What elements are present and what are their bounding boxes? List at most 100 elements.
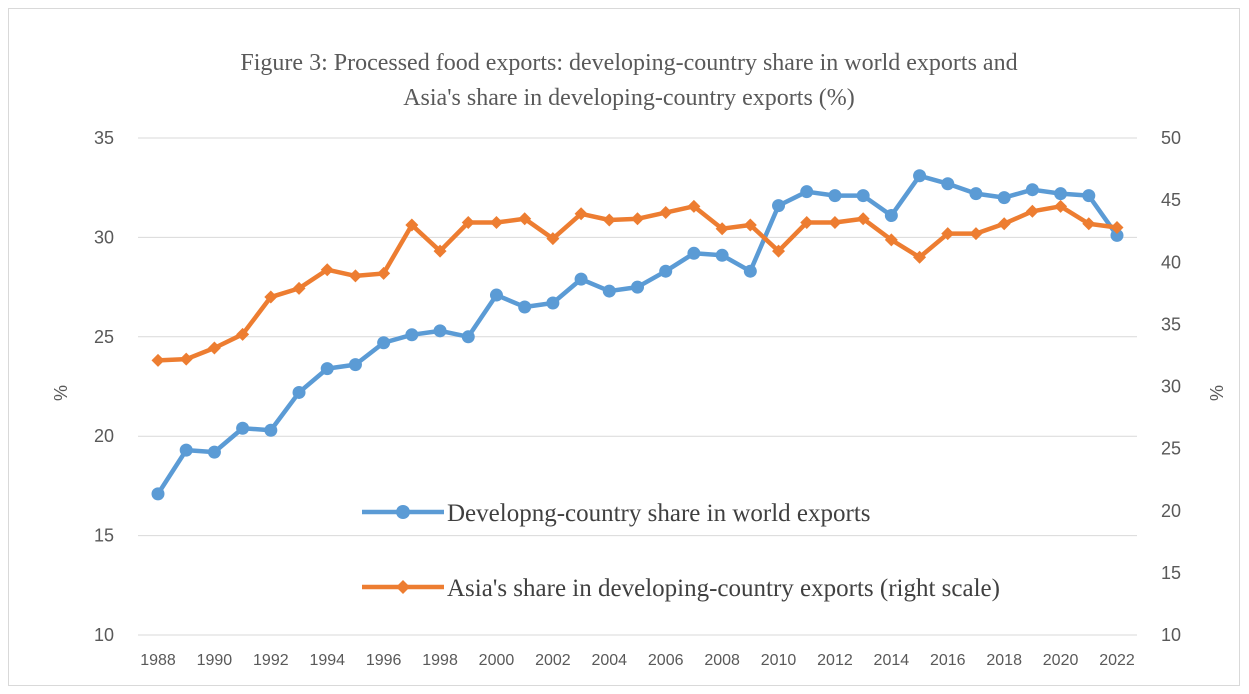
legend-label: Developng-country share in world exports	[447, 500, 871, 527]
asia-share-point	[941, 227, 955, 241]
x-tick-label: 1988	[140, 652, 176, 669]
y-tick-label: 10	[94, 625, 114, 645]
developing-share-point	[1082, 189, 1096, 203]
x-tick-label: 2004	[591, 652, 627, 669]
asia-share-point	[828, 215, 842, 229]
y2-tick-label: 40	[1161, 252, 1181, 272]
developing-share-point	[631, 280, 644, 294]
developing-share-point	[969, 187, 983, 201]
developing-share-point	[546, 296, 560, 310]
left-axis-label: %	[51, 385, 71, 401]
developing-share-point	[913, 169, 927, 183]
x-tick-label: 1994	[309, 652, 345, 669]
asia-share-point	[377, 266, 391, 280]
line-chart: Figure 3: Processed food exports: develo…	[51, 50, 1227, 669]
x-tick-label: 2020	[1043, 652, 1079, 669]
chart-title-line-1: Figure 3: Processed food exports: develo…	[240, 50, 1017, 76]
legend-item-asia: Asia's share in developing-country expor…	[362, 575, 1000, 602]
developing-share-point	[348, 358, 362, 372]
asia-share-point	[207, 341, 221, 355]
x-axis-ticks: 1988 1990 1992 1994 1996 1998 2000 2002 2004 2006…	[140, 652, 1135, 669]
y-tick-label: 35	[94, 128, 114, 148]
developing-share-point	[292, 385, 306, 399]
asia-share-point	[631, 212, 644, 226]
asia-share-point	[1025, 204, 1039, 218]
x-tick-label: 1990	[197, 652, 233, 669]
legend-marker	[396, 580, 410, 594]
asia-share-point	[687, 199, 701, 213]
developing-share-point	[715, 248, 729, 262]
left-axis-ticks: 10 15 20 25 30 35	[94, 128, 114, 645]
right-axis-label: %	[1207, 385, 1227, 401]
asia-share-point	[179, 352, 193, 366]
asia-share-point	[913, 250, 927, 264]
developing-share-point	[207, 445, 221, 459]
asia-share-point	[1082, 217, 1096, 231]
developing-share-point	[1025, 183, 1039, 197]
developing-share-point	[518, 300, 532, 314]
legend-marker	[396, 505, 410, 519]
x-tick-label: 1998	[422, 652, 458, 669]
asia-share-point	[518, 212, 532, 226]
asia-share-point	[461, 215, 475, 229]
asia-share-point	[348, 269, 362, 283]
asia-share-point	[969, 227, 983, 241]
x-tick-label: 2016	[930, 652, 966, 669]
x-tick-label: 2012	[817, 652, 853, 669]
x-tick-label: 2002	[535, 652, 571, 669]
developing-share-point	[405, 328, 419, 342]
legend: Developng-country share in world exports…	[362, 500, 1000, 602]
developing-share-point	[800, 185, 814, 199]
asia-share-point	[292, 281, 306, 295]
developing-share-point	[377, 336, 391, 350]
developing-share-point	[264, 423, 278, 437]
asia-share-point	[800, 215, 814, 229]
developing-share-point	[179, 443, 193, 457]
developing-share-point	[772, 199, 786, 213]
asia-share-point	[151, 353, 165, 367]
developing-share-point	[236, 421, 250, 435]
developing-share-point	[941, 177, 955, 191]
series-layer	[151, 169, 1124, 501]
asia-share-point	[433, 244, 447, 258]
asia-share-point	[320, 263, 334, 277]
developing-share-point	[743, 264, 757, 278]
developing-share-point	[856, 189, 870, 203]
y2-tick-label: 30	[1161, 377, 1181, 397]
asia-share-point	[856, 212, 870, 226]
developing-share-point	[151, 487, 165, 501]
y2-tick-label: 10	[1161, 625, 1181, 645]
asia-share-point	[1054, 199, 1068, 213]
y2-tick-label: 15	[1161, 563, 1181, 583]
y2-tick-label: 35	[1161, 314, 1181, 334]
asia-share-point	[264, 290, 278, 304]
y2-tick-label: 45	[1161, 190, 1181, 210]
right-axis-ticks: 10 15 20 25 30 35 40 45 50	[1161, 128, 1181, 645]
x-tick-label: 2008	[704, 652, 740, 669]
x-tick-label: 1996	[366, 652, 402, 669]
legend-label: Asia's share in developing-country expor…	[447, 575, 1000, 602]
gridlines	[138, 137, 1137, 636]
x-tick-label: 1992	[253, 652, 289, 669]
asia-share-point	[236, 327, 250, 341]
developing-share-point	[828, 189, 842, 203]
x-tick-label: 2014	[874, 652, 910, 669]
y2-tick-label: 20	[1161, 501, 1181, 521]
developing-share-point	[433, 324, 447, 338]
x-tick-label: 2006	[648, 652, 684, 669]
y2-tick-label: 50	[1161, 128, 1181, 148]
x-tick-label: 2010	[761, 652, 797, 669]
x-tick-label: 2022	[1099, 652, 1135, 669]
asia-share-point	[405, 218, 419, 232]
asia-share-point	[884, 233, 898, 247]
developing-share-point	[1110, 228, 1124, 242]
asia-share-point	[574, 207, 588, 221]
x-tick-label: 2000	[479, 652, 515, 669]
asia-share-point	[715, 222, 729, 236]
asia-share-point	[659, 206, 673, 220]
developing-share-point	[602, 284, 616, 298]
x-tick-label: 2018	[986, 652, 1022, 669]
y2-tick-label: 25	[1161, 439, 1181, 459]
chart-frame: Figure 3: Processed food exports: develo…	[8, 8, 1240, 686]
asia-share-point	[1110, 220, 1124, 234]
